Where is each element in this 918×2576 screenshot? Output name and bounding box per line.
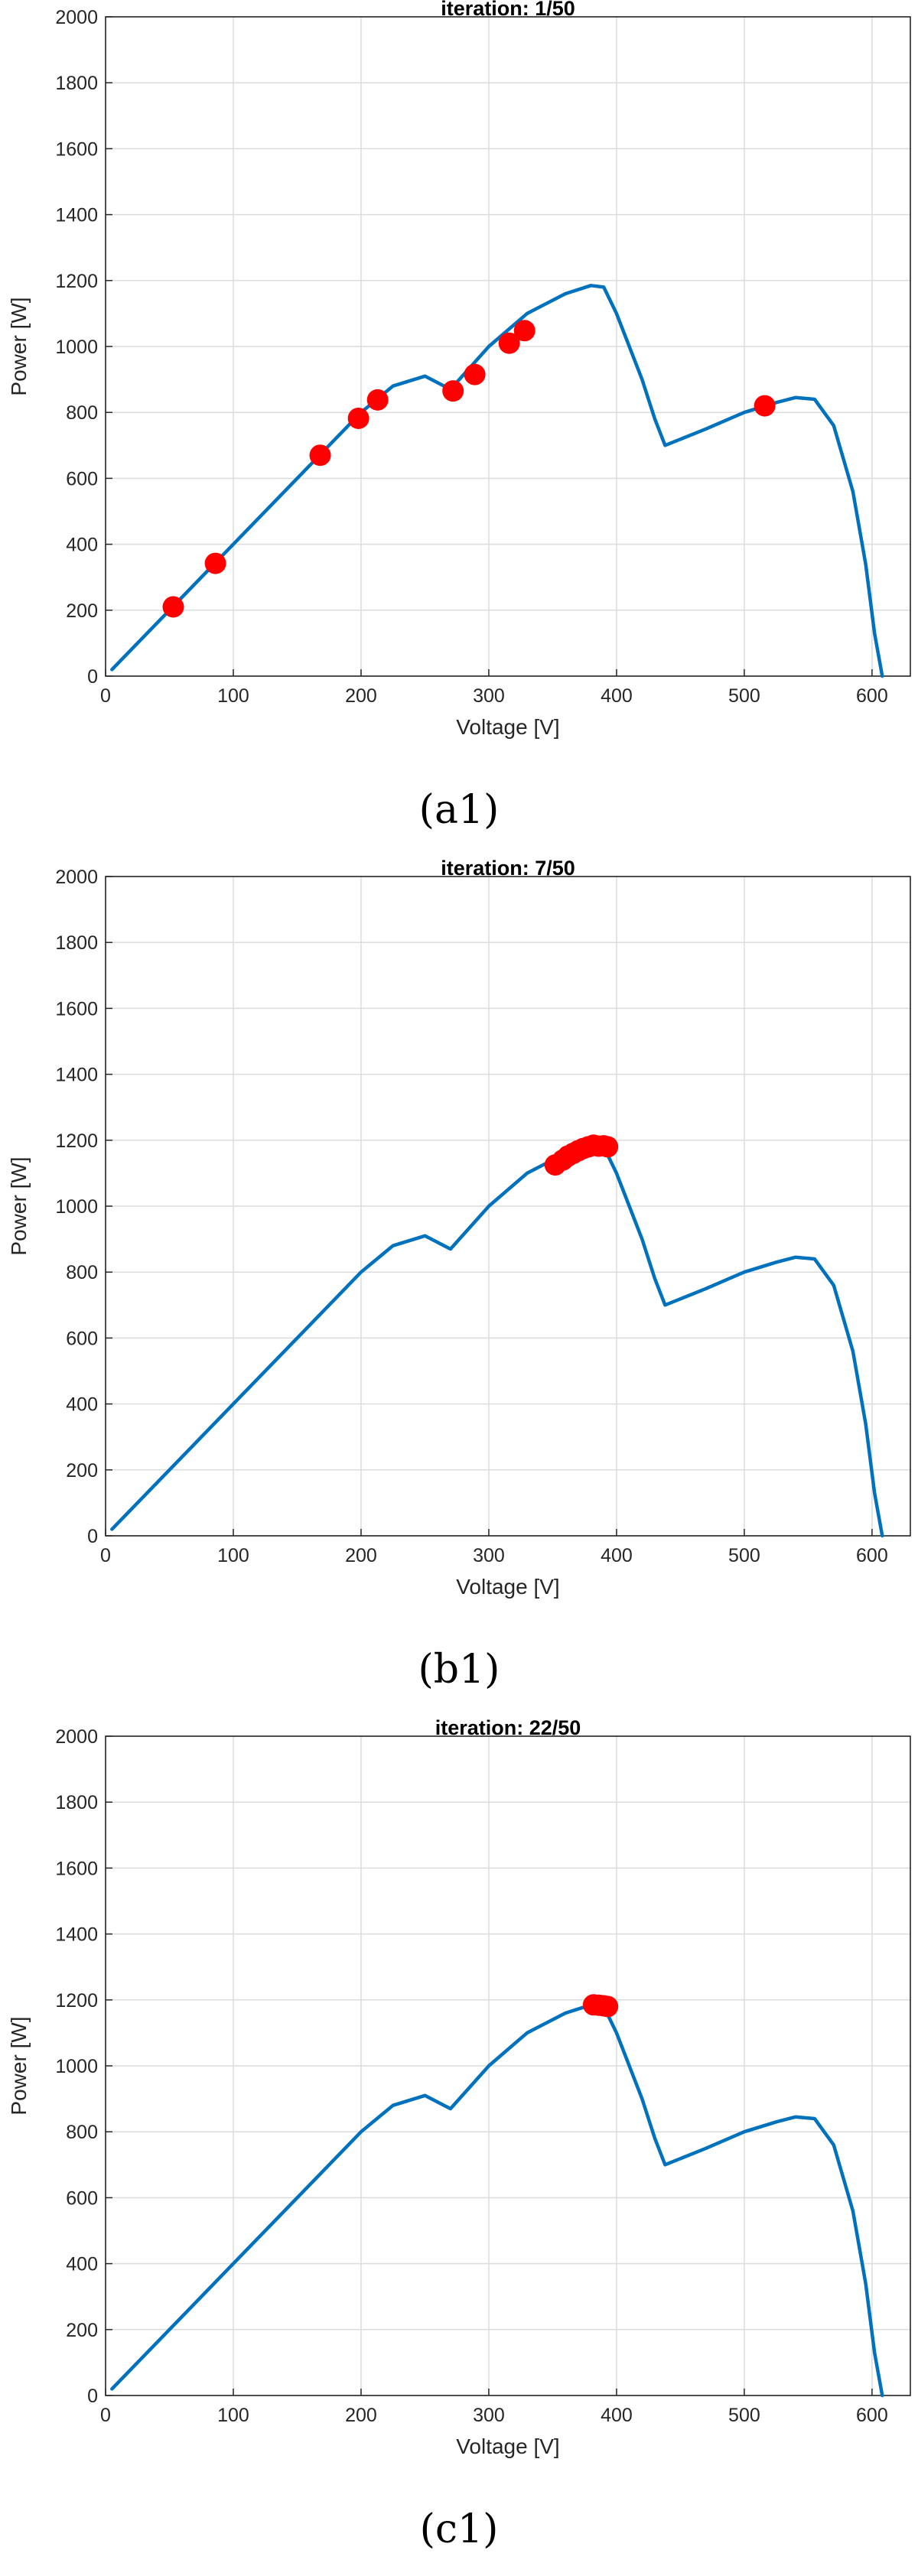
particle-point: [513, 320, 536, 342]
figure-caption: (b1): [418, 1647, 500, 1693]
y-axis-label: Power [W]: [7, 2016, 31, 2115]
y-tick-label: 800: [66, 402, 98, 424]
y-tick-label: 1400: [55, 1924, 98, 1946]
chart-panel-a1: 0 100 200 300 400 500 600 0 200 400 600 800 1000 1200…: [0, 0, 918, 857]
x-axis-label: Voltage [V]: [456, 2435, 559, 2458]
particle-point: [754, 395, 776, 417]
y-tick-label: 0: [87, 1526, 98, 1547]
chart-svg: 0 100 200 300 400 500 600 0 200 400 600 800 1000 1200…: [7, 0, 911, 833]
particle-point: [347, 407, 369, 429]
chart-svg: 0 100 200 300 400 500 600 0 200 400 600 800 1000 1200…: [7, 860, 911, 1693]
figure-caption: (c1): [420, 2506, 499, 2552]
y-tick-label: 1800: [55, 73, 98, 94]
y-tick-label: 1200: [55, 271, 98, 292]
particle-point: [309, 444, 331, 467]
x-tick-label: 500: [728, 2405, 760, 2426]
y-tick-label: 1400: [55, 205, 98, 226]
y-tick-label: 1200: [55, 1990, 98, 2012]
particle-point: [597, 1995, 619, 2018]
x-tick-label: 200: [345, 2405, 377, 2426]
y-tick-label: 600: [66, 468, 98, 490]
y-tick-label: 800: [66, 1262, 98, 1283]
y-tick-label: 1800: [55, 932, 98, 954]
y-tick-label: 600: [66, 2187, 98, 2209]
y-tick-label: 2000: [55, 7, 98, 28]
y-tick-label: 2000: [55, 1726, 98, 1748]
particle-point: [366, 389, 389, 411]
power-voltage-curve: [110, 1143, 884, 1538]
y-tick-label: 200: [66, 1460, 98, 1482]
x-axis-label: Voltage [V]: [456, 1575, 559, 1599]
power-voltage-curve: [110, 2003, 884, 2398]
y-tick-label: 200: [66, 600, 98, 622]
x-tick-label: 0: [100, 2405, 111, 2426]
x-tick-label: 200: [345, 685, 377, 707]
x-tick-label: 0: [100, 1545, 111, 1566]
x-tick-label: 400: [601, 685, 633, 707]
y-tick-label: 1000: [55, 337, 98, 358]
particle-point: [204, 552, 226, 574]
y-axis-label: Power [W]: [7, 1156, 31, 1255]
x-axis-label: Voltage [V]: [456, 715, 559, 739]
y-tick-label: 1400: [55, 1065, 98, 1086]
particle-point: [597, 1136, 619, 1158]
y-tick-label: 400: [66, 535, 98, 556]
y-tick-label: 1200: [55, 1130, 98, 1152]
y-tick-label: 0: [87, 666, 98, 688]
chart-svg: 0 100 200 300 400 500 600 0 200 400 600 800 1000 1200…: [7, 1719, 911, 2552]
x-tick-label: 0: [100, 685, 111, 707]
particle-point: [442, 380, 464, 402]
chart-title: iteration: 22/50: [435, 1719, 581, 1739]
particle-point: [162, 596, 184, 618]
y-tick-label: 400: [66, 2254, 98, 2275]
y-axis-label: Power [W]: [7, 297, 31, 395]
chart-title: iteration: 7/50: [441, 860, 575, 880]
x-tick-label: 300: [473, 685, 505, 707]
y-tick-label: 1800: [55, 1792, 98, 1813]
x-tick-label: 500: [728, 1545, 760, 1566]
y-tick-label: 1000: [55, 1196, 98, 1218]
y-tick-label: 800: [66, 2122, 98, 2143]
y-tick-label: 600: [66, 1328, 98, 1349]
y-tick-label: 400: [66, 1394, 98, 1416]
x-tick-label: 600: [856, 685, 888, 707]
y-tick-label: 1600: [55, 1858, 98, 1879]
x-tick-label: 100: [217, 1545, 249, 1566]
x-tick-label: 500: [728, 685, 760, 707]
y-tick-label: 1600: [55, 138, 98, 160]
x-tick-label: 600: [856, 1545, 888, 1566]
particle-point: [498, 332, 520, 354]
x-tick-label: 400: [601, 2405, 633, 2426]
y-tick-label: 1000: [55, 2056, 98, 2077]
x-tick-label: 400: [601, 1545, 633, 1566]
y-tick-label: 1600: [55, 998, 98, 1020]
x-tick-label: 600: [856, 2405, 888, 2426]
figure-caption: (a1): [419, 787, 500, 833]
x-tick-label: 100: [217, 2405, 249, 2426]
chart-panel-b1: 0 100 200 300 400 500 600 0 200 400 600 800 1000 1200…: [0, 860, 918, 1716]
particle-point: [464, 363, 486, 385]
y-tick-label: 0: [87, 2386, 98, 2407]
y-tick-label: 2000: [55, 867, 98, 888]
x-tick-label: 200: [345, 1545, 377, 1566]
chart-title: iteration: 1/50: [441, 0, 575, 20]
chart-panel-c1: 0 100 200 300 400 500 600 0 200 400 600 800 1000 1200…: [0, 1719, 918, 2576]
y-tick-label: 200: [66, 2320, 98, 2341]
x-tick-label: 300: [473, 2405, 505, 2426]
x-tick-label: 300: [473, 1545, 505, 1566]
x-tick-label: 100: [217, 685, 249, 707]
